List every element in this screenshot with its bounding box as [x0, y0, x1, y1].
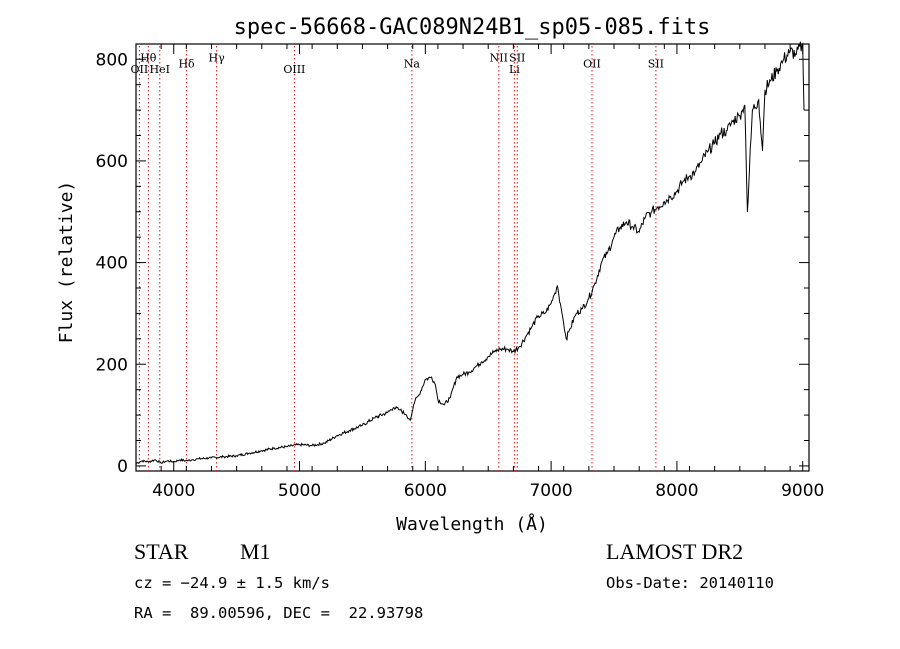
survey-name: LAMOST DR2: [606, 539, 744, 564]
chart-title: spec-56668-GAC089N24B1_sp05-085.fits: [234, 15, 711, 40]
line-label: Hδ: [178, 57, 195, 70]
line-label: OIII: [283, 63, 305, 76]
y-tick-label: 400: [96, 254, 128, 274]
x-axis-label: Wavelength (Å): [396, 513, 548, 535]
x-tick-label: 5000: [278, 481, 321, 501]
line-label: OII: [583, 57, 601, 70]
y-tick-label: 200: [96, 355, 128, 375]
spectrum-line: [135, 41, 805, 465]
line-label: Na: [404, 57, 421, 70]
y-axis-label: Flux (relative): [56, 181, 77, 344]
x-tick-label: 8000: [655, 481, 698, 501]
line-label: OII: [131, 63, 149, 76]
line-label: SII: [648, 57, 664, 70]
line-label: Hθ: [140, 52, 157, 65]
x-tick-label: 7000: [529, 481, 572, 501]
coordinates: RA = 89.00596, DEC = 22.93798: [134, 604, 424, 622]
axis-ticks: 4000 5000 6000 7000 8000 9000 0 200 400 600 800: [96, 44, 824, 501]
redshift-readout: cz = −24.9 ± 1.5 km/s: [134, 574, 330, 592]
y-tick-label: 600: [96, 152, 128, 172]
x-tick-label: 6000: [404, 481, 447, 501]
x-tick-label: 9000: [781, 481, 824, 501]
line-label: HeI: [150, 63, 170, 76]
line-label: SII: [509, 52, 525, 65]
obs-date: Obs-Date: 20140110: [606, 574, 774, 592]
y-tick-label: 0: [117, 457, 128, 477]
plot-frame: [135, 43, 810, 472]
line-label: Li: [509, 63, 520, 76]
line-label: NII: [490, 52, 508, 65]
line-label: Hγ: [209, 52, 226, 65]
y-tick-label: 800: [96, 50, 128, 70]
x-tick-label: 4000: [152, 481, 195, 501]
object-subclass: M1: [240, 539, 271, 564]
object-class: STAR: [134, 539, 189, 564]
